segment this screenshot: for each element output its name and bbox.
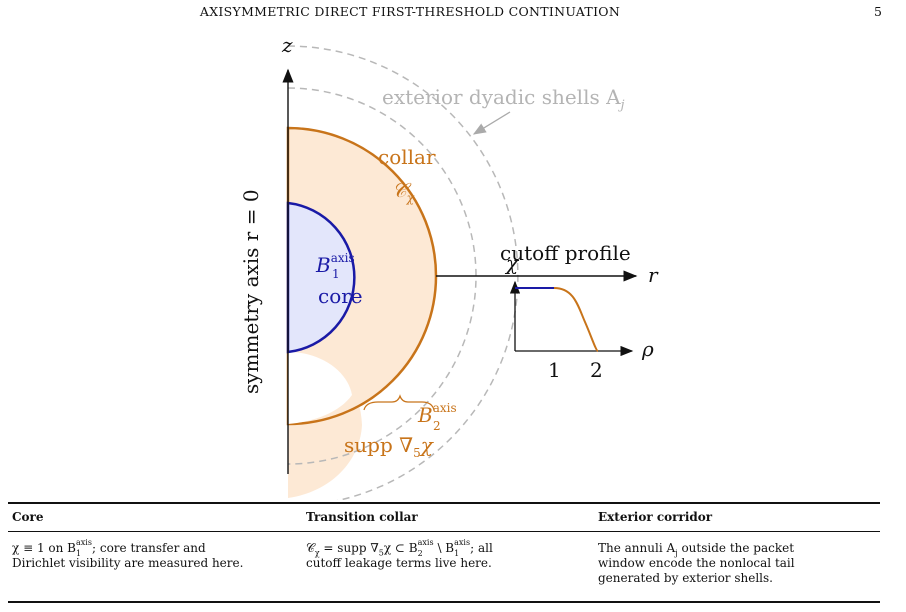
core-symbol-sub: 1	[332, 267, 340, 281]
inset-tick-2: 2	[590, 358, 603, 382]
exterior-pointer	[472, 111, 511, 135]
r-axis-label: r	[648, 263, 659, 287]
table-top-rule	[8, 502, 880, 504]
axisymmetric-figure: z r symmetry axis r = 0 exterior dyadic …	[239, 33, 659, 500]
header-collar: Transition collar	[306, 510, 418, 524]
exterior-shell-inner	[287, 87, 477, 465]
exterior-shells-label: exterior dyadic shells Aj	[382, 85, 625, 113]
b2-symbol: Baxis	[417, 401, 457, 427]
inset-rho-label: ρ	[641, 337, 654, 361]
cell-exterior-line1: The annuli Aj outside the packet	[598, 541, 795, 558]
header-core: Core	[12, 510, 44, 524]
cutoff-chi: χ	[504, 251, 520, 275]
page-number: 5	[874, 4, 882, 19]
inset-collar-decay	[553, 287, 599, 352]
cell-exterior-line3: generated by exterior shells.	[598, 571, 773, 585]
cutoff-title: cutoff profile	[500, 241, 631, 265]
b2-brace	[363, 394, 435, 411]
table-bottom-rule	[8, 601, 880, 603]
collar-word: collar	[378, 145, 436, 169]
supp-label: supp ∇5χ	[344, 433, 435, 460]
cell-exterior: The annuli Aj outside the packet window …	[598, 541, 878, 586]
inset-tick-1: 1	[548, 358, 561, 382]
core-symbol: Baxis	[315, 251, 355, 277]
symmetry-axis-label: symmetry axis r = 0	[239, 189, 263, 394]
table-header-rule	[8, 531, 880, 532]
cell-core-line2: Dirichlet visibility are measured here.	[12, 556, 244, 570]
running-title: AXISYMMETRIC DIRECT FIRST-THRESHOLD CONT…	[199, 4, 621, 19]
cell-collar-line2: cutoff leakage terms live here.	[306, 556, 492, 570]
core-region	[286, 201, 356, 354]
cell-exterior-line2: window encode the nonlocal tail	[598, 556, 795, 570]
collar-symbol: 𝒞χ	[392, 178, 415, 205]
b2-symbol-sub: 2	[433, 419, 441, 433]
core-word: core	[318, 284, 363, 308]
header-exterior: Exterior corridor	[598, 510, 713, 524]
collar-region	[286, 126, 438, 426]
collar-notch	[288, 352, 352, 424]
z-axis-label: z	[281, 33, 293, 57]
